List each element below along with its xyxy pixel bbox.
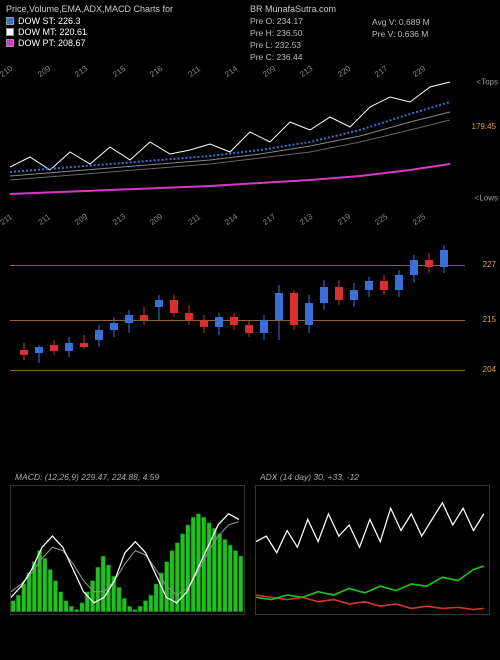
legend-item: DOW MT: 220.61 [6, 27, 250, 37]
macd-panel: MACD: (12,26,9) 229.47, 224.88, 4.59 [10, 485, 245, 615]
adx-svg [256, 486, 489, 614]
price-line-chart: 210209213215216211214209213220217229 211… [0, 72, 500, 217]
info-line: Pre L: 232.53 [250, 40, 372, 52]
y-top-label: <Tops [476, 77, 498, 86]
price-lines-svg [10, 72, 460, 202]
adx-title: ADX (14 day) 30, +33, -12 [260, 472, 359, 482]
chart-header: Price,Volume,EMA,ADX,MACD Charts for DOW… [0, 0, 500, 68]
legend-item: DOW PT: 208.67 [6, 38, 250, 48]
source-label: BR MunafaSutra.com [250, 4, 372, 14]
ohlc-info: Pre O: 234.17Pre H: 236.50Pre L: 232.53P… [250, 16, 372, 64]
legend-label: DOW PT: 208.67 [18, 38, 86, 48]
macd-svg [11, 486, 244, 614]
chart-title: Price,Volume,EMA,ADX,MACD Charts for [6, 4, 250, 14]
indicator-row: MACD: (12,26,9) 229.47, 224.88, 4.59 ADX… [0, 485, 500, 615]
info-line: Pre C: 236.44 [250, 52, 372, 64]
y-bottom-label: <Lows [475, 193, 498, 202]
legend: DOW ST: 226.3DOW MT: 220.61DOW PT: 208.6… [6, 16, 250, 48]
price-level-label: 204 [483, 365, 496, 374]
macd-title: MACD: (12,26,9) 229.47, 224.88, 4.59 [15, 472, 159, 482]
legend-swatch [6, 39, 14, 47]
candlestick-chart: 227 215 204 [0, 225, 500, 405]
legend-label: DOW MT: 220.61 [18, 27, 87, 37]
adx-panel: ADX (14 day) 30, +33, -12 [255, 485, 490, 615]
info-line: Pre V: 0.636 M [372, 29, 494, 41]
legend-swatch [6, 17, 14, 25]
price-level-label: 227 [483, 260, 496, 269]
volume-info: Avg V: 0.689 MPre V: 0.636 M [372, 17, 494, 41]
legend-label: DOW ST: 226.3 [18, 16, 81, 26]
info-line: Pre O: 234.17 [250, 16, 372, 28]
info-line: Avg V: 0.689 M [372, 17, 494, 29]
header-left: Price,Volume,EMA,ADX,MACD Charts for DOW… [6, 4, 250, 64]
legend-swatch [6, 28, 14, 36]
info-line: Pre H: 236.50 [250, 28, 372, 40]
legend-item: DOW ST: 226.3 [6, 16, 250, 26]
y-price-marker: 179.45 [472, 122, 496, 131]
candlestick-svg [10, 225, 460, 390]
header-right: BR MunafaSutra.com Pre O: 234.17Pre H: 2… [250, 4, 494, 64]
price-level-label: 215 [483, 315, 496, 324]
